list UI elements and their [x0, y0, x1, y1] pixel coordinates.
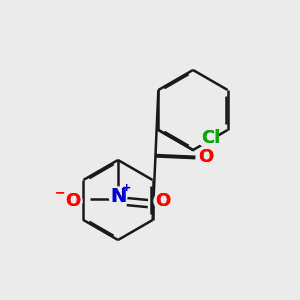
Circle shape — [198, 129, 216, 147]
Text: +: + — [122, 183, 132, 193]
Circle shape — [196, 148, 214, 166]
Text: O: O — [198, 148, 213, 166]
Text: O: O — [155, 192, 171, 210]
Text: −: − — [55, 187, 65, 200]
Text: O: O — [65, 192, 81, 210]
Text: Cl: Cl — [201, 129, 220, 147]
Text: O: O — [198, 148, 213, 166]
Circle shape — [64, 192, 82, 210]
Text: N: N — [110, 187, 126, 206]
Text: O: O — [155, 192, 171, 210]
Text: N: N — [110, 187, 126, 206]
Text: +: + — [122, 183, 132, 193]
Text: −: − — [55, 187, 65, 200]
Circle shape — [154, 192, 172, 210]
Text: O: O — [65, 192, 81, 210]
Text: Cl: Cl — [201, 129, 220, 147]
Circle shape — [109, 187, 127, 205]
